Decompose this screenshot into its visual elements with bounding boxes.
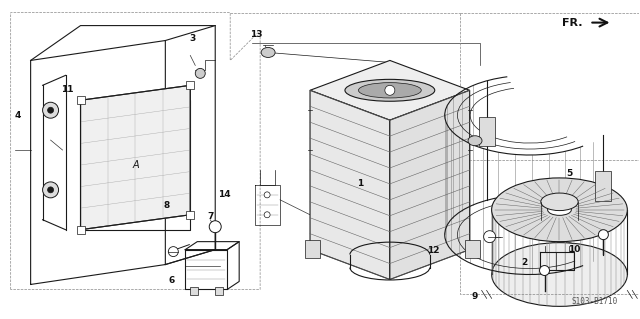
Circle shape — [484, 231, 495, 243]
Circle shape — [195, 68, 205, 78]
Circle shape — [168, 247, 179, 256]
Circle shape — [598, 230, 609, 240]
Circle shape — [264, 192, 270, 198]
Text: 10: 10 — [568, 245, 580, 254]
Text: 2: 2 — [521, 258, 527, 267]
Polygon shape — [310, 60, 470, 120]
Polygon shape — [390, 90, 470, 279]
Circle shape — [264, 212, 270, 218]
Bar — [186, 211, 195, 219]
Circle shape — [43, 102, 59, 118]
Ellipse shape — [261, 48, 275, 57]
Ellipse shape — [468, 136, 482, 146]
Ellipse shape — [358, 83, 421, 98]
Text: 5: 5 — [566, 169, 572, 178]
Text: 14: 14 — [218, 190, 230, 199]
Ellipse shape — [541, 193, 578, 211]
Circle shape — [209, 221, 221, 233]
Circle shape — [43, 182, 59, 198]
Text: S103-B1710: S103-B1710 — [572, 297, 618, 306]
Text: 12: 12 — [428, 246, 440, 255]
Bar — [305, 240, 320, 257]
Bar — [595, 171, 611, 201]
Bar — [77, 226, 84, 234]
Text: A: A — [132, 160, 139, 170]
Circle shape — [47, 187, 54, 193]
Bar — [479, 116, 495, 146]
Text: 1: 1 — [357, 179, 364, 188]
Circle shape — [540, 265, 550, 276]
Text: 11: 11 — [61, 85, 74, 94]
Circle shape — [385, 85, 395, 95]
Text: 9: 9 — [472, 292, 478, 301]
Bar — [190, 287, 198, 295]
Polygon shape — [310, 90, 390, 279]
Text: 6: 6 — [169, 276, 175, 285]
Ellipse shape — [492, 178, 627, 241]
Text: 13: 13 — [250, 30, 262, 39]
Text: FR.: FR. — [562, 18, 582, 28]
Text: 3: 3 — [189, 34, 195, 43]
Circle shape — [47, 107, 54, 113]
Ellipse shape — [345, 79, 435, 101]
Bar — [215, 287, 223, 295]
Polygon shape — [81, 85, 190, 230]
Ellipse shape — [492, 243, 627, 306]
Text: 7: 7 — [207, 212, 213, 221]
Bar — [186, 81, 195, 89]
Bar — [77, 96, 84, 104]
Bar — [465, 240, 479, 257]
Text: 4: 4 — [15, 111, 21, 120]
Text: 8: 8 — [164, 201, 170, 210]
Ellipse shape — [548, 204, 572, 215]
